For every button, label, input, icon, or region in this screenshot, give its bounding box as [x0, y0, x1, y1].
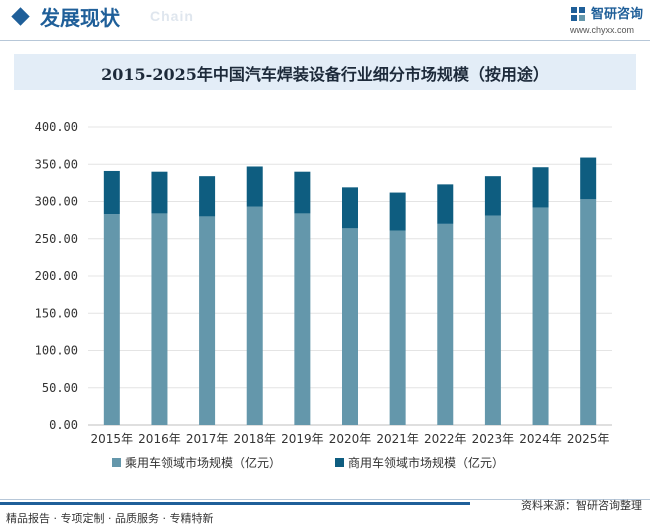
x-tick-label: 2018年 [233, 432, 276, 446]
y-tick-label: 50.00 [42, 381, 78, 395]
x-tick-label: 2020年 [329, 432, 372, 446]
footer-divider [0, 499, 650, 500]
bar-commercial [246, 166, 263, 207]
legend-swatch-passenger [112, 458, 121, 467]
bar-commercial [437, 184, 454, 224]
source-note: 资料来源：智研咨询整理 [521, 499, 642, 512]
brand-logo-icon [571, 7, 585, 21]
legend-swatch-commercial [335, 458, 344, 467]
section-title: 发展现状 [40, 6, 120, 30]
x-tick-label: 2025年 [567, 432, 610, 446]
stacked-bar-chart: 0.00 50.00 100.00 150.00 200.00 250.00 300.00 3… [35, 120, 612, 470]
bar-passenger [484, 215, 501, 425]
legend-label-passenger: 乘用车领域市场规模（亿元） [125, 455, 281, 470]
x-tick-label: 2021年 [376, 432, 419, 446]
bar-passenger [246, 206, 263, 425]
y-tick-label: 350.00 [35, 157, 78, 171]
bar-commercial [342, 187, 358, 229]
x-tick-label: 2017年 [186, 432, 229, 446]
y-tick-label: 300.00 [35, 195, 78, 209]
y-tick-label: 100.00 [35, 344, 78, 358]
bar-commercial [532, 167, 549, 208]
x-tick-label: 2019年 [281, 432, 324, 446]
bar-passenger [532, 207, 549, 425]
bar-passenger [103, 214, 120, 425]
x-tick-label: 2022年 [424, 432, 467, 446]
bar-commercial [389, 192, 406, 231]
bar-passenger [389, 230, 406, 425]
chart-title: 2015-2025年中国汽车焊装设备行业细分市场规模（按用途） [101, 65, 549, 84]
bar-passenger [342, 228, 358, 425]
x-tick-label: 2024年 [519, 432, 562, 446]
brand-name: 智研咨询 [591, 7, 644, 22]
bar-commercial [103, 170, 120, 215]
bar-passenger [580, 199, 597, 425]
section-subtitle: Chain [150, 8, 194, 24]
bar-passenger [151, 213, 168, 425]
bar-passenger [294, 213, 311, 425]
footer-tagline: 精品报告 · 专项定制 · 品质服务 · 专精特新 [6, 512, 214, 525]
section-header: 发展现状 Chain 智研咨询 www.chyxx.com [0, 0, 650, 35]
footer-accent-bar [0, 502, 470, 505]
x-tick-label: 2015年 [91, 432, 134, 446]
bar-commercial [151, 171, 168, 214]
y-tick-label: 400.00 [35, 120, 78, 134]
bar-commercial [294, 171, 311, 214]
bar-passenger [437, 223, 454, 425]
chart-title-band: 2015-2025年中国汽车焊装设备行业细分市场规模（按用途） [14, 54, 636, 90]
y-tick-label: 150.00 [35, 306, 78, 320]
brand-url: www.chyxx.com [570, 25, 635, 35]
bar-commercial [484, 176, 501, 216]
y-tick-label: 200.00 [35, 269, 78, 283]
legend-label-commercial: 商用车领域市场规模（亿元） [348, 455, 504, 470]
y-tick-label: 0.00 [49, 418, 78, 432]
bar-commercial [580, 157, 597, 200]
x-tick-label: 2023年 [472, 432, 515, 446]
bar-commercial [199, 176, 216, 217]
x-tick-label: 2016年 [138, 432, 181, 446]
header-divider [0, 40, 650, 41]
y-tick-label: 250.00 [35, 232, 78, 246]
bar-passenger [199, 216, 216, 425]
